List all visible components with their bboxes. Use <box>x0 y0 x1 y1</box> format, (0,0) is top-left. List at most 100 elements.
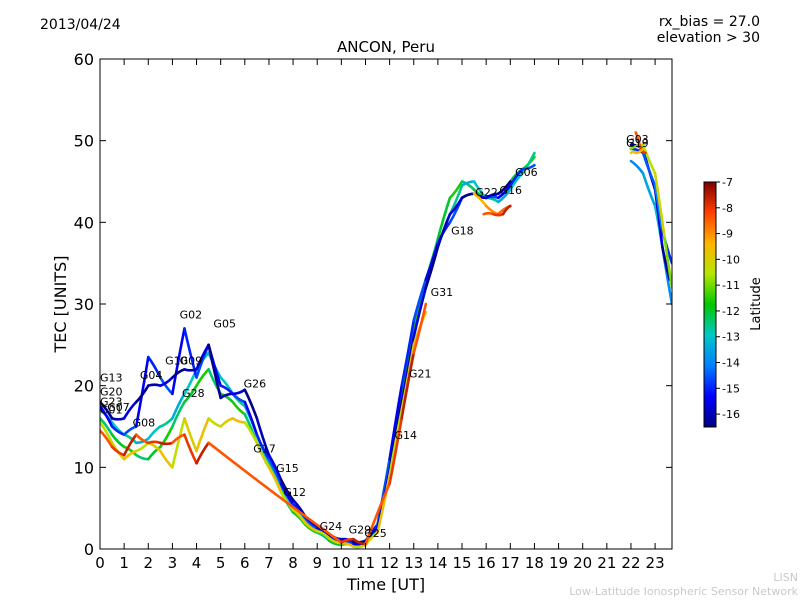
series-4-segment <box>183 417 198 453</box>
satellite-label-g26: G26 <box>244 377 267 390</box>
series-3-segment <box>195 343 210 371</box>
x-tick-label: 2 <box>143 554 153 572</box>
series-2-segment <box>100 404 114 428</box>
x-tick-label: 6 <box>240 554 250 572</box>
series-4-segment <box>207 417 222 428</box>
colorbar-label: Latitude <box>749 277 764 331</box>
satellite-label-g14: G14 <box>394 429 417 442</box>
series-3-segment <box>134 384 150 404</box>
series-1-segment <box>171 392 186 420</box>
colorbar-tick-label: -8 <box>722 202 733 215</box>
series-4-segment <box>195 417 210 453</box>
satellite-label-g22: G22 <box>475 186 498 199</box>
series-3-segment <box>436 212 452 249</box>
series-4-segment <box>231 417 247 424</box>
x-tick-label: 8 <box>288 554 298 572</box>
series-7-segment <box>482 211 495 216</box>
x-axis: 0 1 2 3 4 5 6 7 8 9 10 11 12 13 14 15 16 17 18 19 20 21 22 23 <box>95 59 665 572</box>
date-label: 2013/04/24 <box>40 17 121 33</box>
series-0-segment <box>400 327 416 396</box>
series-6-segment <box>472 192 488 208</box>
series-3-segment <box>243 388 259 420</box>
series-3-segment <box>279 478 295 502</box>
satellite-label-g31: G31 <box>431 286 454 299</box>
series-2-segment <box>508 167 524 187</box>
x-axis-label: Time [UT] <box>346 575 425 594</box>
chart-title: ANCON, Peru <box>337 38 435 56</box>
x-tick-label: 12 <box>380 554 399 572</box>
x-tick-label: 9 <box>312 554 322 572</box>
y-tick-label: 60 <box>74 50 94 69</box>
series-2-segment <box>388 384 403 461</box>
series-0-segment <box>159 425 174 449</box>
series-1-segment <box>508 172 524 191</box>
satellite-label-g19: G19 <box>626 137 649 150</box>
satellite-label-g24: G24 <box>320 520 343 533</box>
y-tick-label: 20 <box>74 377 94 396</box>
y-axis-label: TEC [UNITS] <box>51 256 70 354</box>
series-0-segment <box>195 368 210 387</box>
satellite-label-g15: G15 <box>276 462 299 475</box>
series-11-segment <box>663 237 672 289</box>
y-axis: 0 10 20 30 40 50 60 <box>74 50 672 559</box>
satellite-label-g25: G25 <box>364 527 387 540</box>
series-0-segment <box>448 180 464 200</box>
rx-bias-label: rx_bias = 27.0 <box>658 14 760 30</box>
x-tick-label: 14 <box>428 554 447 572</box>
series-5-segment <box>400 351 416 420</box>
series-0-segment <box>183 384 198 404</box>
series-2-segment <box>279 482 295 506</box>
series-2-segment <box>267 457 283 485</box>
series-9-segment <box>661 245 671 281</box>
series-0-segment <box>100 417 114 436</box>
series-5-segment <box>364 482 391 546</box>
y-tick-label: 50 <box>74 132 94 151</box>
series-3-segment <box>110 417 126 421</box>
series-1-segment <box>521 151 536 175</box>
series-3-segment <box>231 388 247 396</box>
series-3-segment <box>424 245 440 289</box>
satellite-label-g05: G05 <box>213 318 236 331</box>
series-layer <box>100 131 672 549</box>
series-5-segment <box>146 440 162 445</box>
series-2-segment <box>424 241 440 281</box>
series-3-segment <box>412 286 428 338</box>
x-tick-label: 19 <box>549 554 568 572</box>
satellite-label-g08: G08 <box>133 417 156 430</box>
series-4-segment <box>255 441 271 469</box>
series-4-segment <box>267 466 283 494</box>
series-10-segment <box>641 151 657 187</box>
series-2-segment <box>243 400 259 436</box>
series-5-segment <box>195 441 210 465</box>
series-2-segment <box>183 327 198 379</box>
colorbar-tick-label: -13 <box>722 331 740 344</box>
colorbar-tick-label: -7 <box>722 176 733 189</box>
x-tick-label: 16 <box>477 554 496 572</box>
series-3-segment <box>207 343 222 400</box>
series-5-segment <box>100 429 114 449</box>
satellite-label-g16: G16 <box>499 184 522 197</box>
series-5-segment <box>388 417 403 485</box>
series-4-segment <box>171 417 186 469</box>
series-2-segment <box>171 327 186 396</box>
x-tick-label: 0 <box>95 554 105 572</box>
satellite-label-g10: G10 <box>165 354 188 367</box>
series-3-segment <box>171 368 186 379</box>
x-tick-label: 3 <box>168 554 178 572</box>
series-0-segment <box>122 445 138 457</box>
x-tick-label: 23 <box>646 554 665 572</box>
series-0-segment <box>315 531 331 543</box>
series-5-segment <box>122 433 138 457</box>
x-tick-label: 7 <box>264 554 274 572</box>
series-3-segment <box>100 400 114 420</box>
series-2-segment <box>496 184 512 200</box>
series-4-segment <box>159 449 174 469</box>
x-tick-label: 22 <box>621 554 640 572</box>
series-13-segment <box>634 147 645 155</box>
series-3-segment <box>460 192 476 200</box>
x-tick-label: 18 <box>525 554 544 572</box>
y-tick-label: 40 <box>74 213 94 232</box>
series-4-segment <box>388 408 403 477</box>
series-2-segment <box>146 355 162 379</box>
